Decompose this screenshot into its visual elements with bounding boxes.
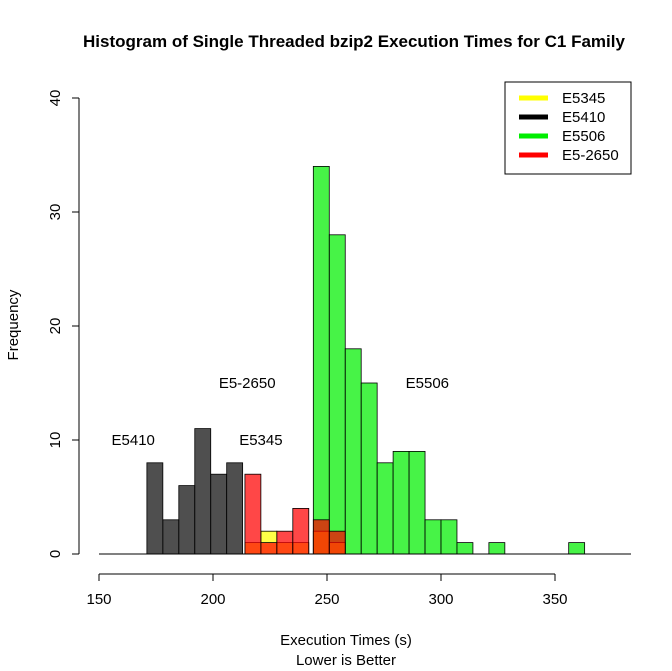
bar-e5410-5 — [226, 462, 244, 555]
x-axis-sublabel: Lower is Better — [296, 652, 396, 669]
legend-label-e5410: E5410 — [562, 109, 605, 126]
y-tick-label-10: 10 — [47, 432, 64, 449]
legend-label-e5-2650: E5-2650 — [562, 147, 619, 164]
y-axis-label: Frequency — [5, 289, 22, 360]
bar-e5410-3 — [194, 428, 212, 555]
bar-e5-2650-5 — [328, 530, 346, 555]
annotation-e5410: E5410 — [112, 432, 155, 449]
bar-e5506-2 — [344, 348, 362, 555]
y-tick-label-30: 30 — [47, 204, 64, 221]
x-tick-label-200: 200 — [200, 591, 225, 608]
chart-title: Histogram of Single Threaded bzip2 Execu… — [83, 32, 625, 51]
bar-e5506-6 — [408, 450, 426, 555]
bar-e5506-7 — [424, 519, 442, 555]
legend-label-e5506: E5506 — [562, 128, 605, 145]
bar-e5410-4 — [210, 473, 228, 555]
annotations: E5410 E5345 E5-2650 E5506 — [112, 375, 449, 449]
bar-e5410-2 — [178, 485, 196, 555]
bar-e5410-0 — [146, 462, 164, 555]
bar-e5506-1 — [328, 234, 346, 555]
y-tick-label-20: 20 — [47, 318, 64, 335]
bars-layer — [146, 165, 586, 555]
legend: E5345 E5410 E5506 E5-2650 — [504, 81, 632, 175]
annotation-e5-2650: E5-2650 — [219, 375, 276, 392]
bar-e5506-10 — [488, 542, 506, 555]
y-tick-label-40: 40 — [47, 90, 64, 107]
bar-e5410-1 — [162, 519, 180, 555]
bar-e5506-9 — [456, 542, 474, 555]
bar-e5506-8 — [440, 519, 458, 555]
y-tick-label-0: 0 — [47, 550, 64, 558]
x-tick-label-250: 250 — [314, 591, 339, 608]
bar-e5-2650-4 — [312, 519, 330, 555]
bar-e5-2650-0 — [244, 473, 262, 555]
bar-e5-2650-3 — [292, 507, 310, 555]
bar-e5-2650-2 — [276, 530, 294, 555]
bar-e5506-0 — [312, 165, 330, 555]
bar-e5506-4 — [376, 462, 394, 555]
bar-e5506-3 — [360, 382, 378, 555]
x-axis-label: Execution Times (s) — [280, 632, 412, 649]
legend-label-e5345: E5345 — [562, 90, 605, 107]
annotation-e5506: E5506 — [406, 375, 449, 392]
x-tick-label-300: 300 — [428, 591, 453, 608]
axes: 150 200 250 300 350 0 10 20 30 40 — [47, 90, 568, 608]
bar-e5506-5 — [392, 450, 410, 555]
bar-e5506-11 — [568, 542, 586, 555]
bar-e5-2650-1 — [260, 542, 278, 555]
x-tick-label-150: 150 — [86, 591, 111, 608]
x-tick-label-350: 350 — [542, 591, 567, 608]
annotation-e5345: E5345 — [239, 432, 282, 449]
